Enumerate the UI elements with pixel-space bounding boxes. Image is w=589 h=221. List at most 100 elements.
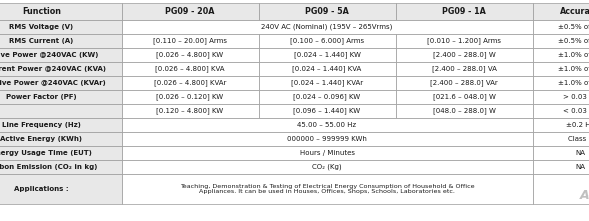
Text: 45.00 – 55.00 Hz: 45.00 – 55.00 Hz: [297, 122, 356, 128]
Text: [0.096 – 1.440] KW: [0.096 – 1.440] KW: [293, 108, 360, 114]
Bar: [0, 160, 121, 174]
Bar: [532, 146, 589, 160]
Text: Power Factor (PF): Power Factor (PF): [6, 94, 77, 100]
Bar: [259, 48, 395, 62]
Text: Active Energy (KWh): Active Energy (KWh): [1, 136, 82, 142]
Bar: [121, 90, 259, 104]
Bar: [259, 62, 395, 76]
Bar: [0, 3, 121, 20]
Text: [2.400 – 288.0] W: [2.400 – 288.0] W: [433, 52, 495, 58]
Text: [048.0 – 288.0] W: [048.0 – 288.0] W: [432, 108, 495, 114]
Text: [021.6 – 048.0] W: [021.6 – 048.0] W: [432, 94, 495, 100]
Bar: [0, 118, 121, 132]
Bar: [0, 62, 121, 76]
Bar: [532, 174, 589, 204]
Bar: [532, 132, 589, 146]
Text: [2.400 – 288.0] VA: [2.400 – 288.0] VA: [432, 66, 497, 72]
Text: [0.010 – 1.200] Arms: [0.010 – 1.200] Arms: [427, 38, 501, 44]
Text: Apparent Power @240VAC (KVA): Apparent Power @240VAC (KVA): [0, 66, 105, 72]
Text: 240V AC (Nominal) (195V – 265Vrms): 240V AC (Nominal) (195V – 265Vrms): [262, 24, 393, 30]
Text: ±0.5% of FS: ±0.5% of FS: [558, 38, 589, 44]
Bar: [395, 76, 532, 90]
Text: Activa: Activa: [580, 189, 589, 202]
Bar: [121, 174, 532, 204]
Text: Hours / Minutes: Hours / Minutes: [299, 150, 355, 156]
Bar: [532, 104, 589, 118]
Bar: [0, 76, 121, 90]
Bar: [121, 104, 259, 118]
Bar: [121, 76, 259, 90]
Bar: [121, 34, 259, 48]
Text: [2.400 – 288.0] VAr: [2.400 – 288.0] VAr: [430, 80, 498, 86]
Text: [0.024 – 0.096] KW: [0.024 – 0.096] KW: [293, 94, 360, 100]
Text: [0.026 – 4.800] KW: [0.026 – 4.800] KW: [157, 52, 224, 58]
Bar: [259, 90, 395, 104]
Bar: [259, 34, 395, 48]
Text: [0.120 – 4.800] KW: [0.120 – 4.800] KW: [157, 108, 224, 114]
Bar: [259, 76, 395, 90]
Bar: [121, 146, 532, 160]
Bar: [121, 62, 259, 76]
Text: Carbon Emission (CO₂ in kg): Carbon Emission (CO₂ in kg): [0, 164, 97, 170]
Bar: [121, 160, 532, 174]
Bar: [532, 34, 589, 48]
Bar: [121, 48, 259, 62]
Text: ±1.0% of FS: ±1.0% of FS: [558, 80, 589, 86]
Bar: [121, 20, 532, 34]
Text: Teaching, Demonstration & Testing of Electrical Energy Consumption of Household : Teaching, Demonstration & Testing of Ele…: [180, 184, 474, 194]
Bar: [395, 90, 532, 104]
Text: NA: NA: [575, 150, 585, 156]
Bar: [0, 20, 121, 34]
Text: [0.024 – 1.440] KW: [0.024 – 1.440] KW: [293, 52, 360, 58]
Text: ±0.2 Hz: ±0.2 Hz: [566, 122, 589, 128]
Bar: [0, 104, 121, 118]
Text: NA: NA: [575, 164, 585, 170]
Text: Applications :: Applications :: [14, 186, 69, 192]
Text: [0.026 – 4.800] KVAr: [0.026 – 4.800] KVAr: [154, 80, 226, 86]
Bar: [0, 132, 121, 146]
Text: Reactive Power @240VAC (KVAr): Reactive Power @240VAC (KVAr): [0, 80, 106, 86]
Text: [0.026 – 0.120] KW: [0.026 – 0.120] KW: [157, 94, 224, 100]
Bar: [532, 90, 589, 104]
Bar: [259, 3, 395, 20]
Text: PG09 - 20A: PG09 - 20A: [166, 7, 215, 16]
Bar: [532, 118, 589, 132]
Text: < 0.03 PF: < 0.03 PF: [563, 108, 589, 114]
Bar: [395, 48, 532, 62]
Bar: [532, 62, 589, 76]
Text: Accuracy: Accuracy: [560, 7, 589, 16]
Text: ±1.0% of FS: ±1.0% of FS: [558, 52, 589, 58]
Bar: [532, 3, 589, 20]
Bar: [532, 20, 589, 34]
Text: RMS Voltage (V): RMS Voltage (V): [9, 24, 74, 30]
Text: ±0.5% of FS: ±0.5% of FS: [558, 24, 589, 30]
Text: Energy Usage Time (EUT): Energy Usage Time (EUT): [0, 150, 92, 156]
Text: [0.026 – 4.800] KVA: [0.026 – 4.800] KVA: [155, 66, 225, 72]
Text: > 0.03 PF: > 0.03 PF: [563, 94, 589, 100]
Bar: [395, 3, 532, 20]
Bar: [259, 104, 395, 118]
Bar: [0, 90, 121, 104]
Bar: [532, 48, 589, 62]
Text: Class 1: Class 1: [567, 136, 589, 142]
Text: PG09 - 5A: PG09 - 5A: [305, 7, 349, 16]
Bar: [532, 160, 589, 174]
Text: CO₂ (Kg): CO₂ (Kg): [312, 164, 342, 170]
Text: [0.024 – 1.440] KVA: [0.024 – 1.440] KVA: [292, 66, 362, 72]
Bar: [395, 62, 532, 76]
Bar: [532, 76, 589, 90]
Bar: [121, 3, 259, 20]
Text: PG09 - 1A: PG09 - 1A: [442, 7, 486, 16]
Text: 000000 – 999999 KWh: 000000 – 999999 KWh: [287, 136, 367, 142]
Bar: [121, 132, 532, 146]
Bar: [0, 174, 121, 204]
Text: [0.110 – 20.00] Arms: [0.110 – 20.00] Arms: [153, 38, 227, 44]
Bar: [0, 146, 121, 160]
Bar: [0, 34, 121, 48]
Text: Line Frequency (Hz): Line Frequency (Hz): [2, 122, 81, 128]
Text: Function: Function: [22, 7, 61, 16]
Text: [0.100 – 6.000] Arms: [0.100 – 6.000] Arms: [290, 38, 364, 44]
Text: [0.024 – 1.440] KVAr: [0.024 – 1.440] KVAr: [291, 80, 363, 86]
Bar: [395, 34, 532, 48]
Text: RMS Current (A): RMS Current (A): [9, 38, 74, 44]
